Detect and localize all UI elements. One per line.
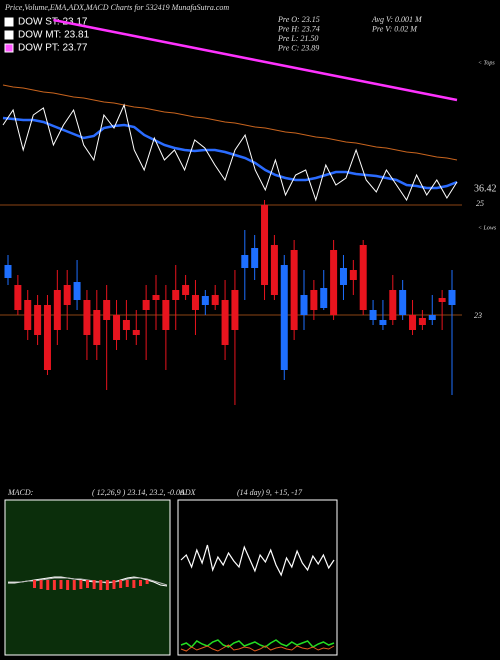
candle-body: [349, 270, 357, 280]
candle-body: [409, 315, 417, 330]
candle-body: [34, 305, 42, 335]
legend-swatch: [4, 17, 14, 27]
legend-swatch: [4, 43, 14, 53]
series-line: [180, 644, 335, 652]
candle-body: [320, 288, 328, 308]
candle-body: [24, 300, 32, 330]
candle-body: [418, 318, 426, 325]
candle-body: [310, 290, 318, 310]
candle-body: [221, 300, 229, 345]
candle-body: [211, 295, 219, 305]
candle-body: [73, 282, 81, 300]
series-line: [2, 103, 458, 202]
candle-body: [113, 315, 121, 340]
candle-body: [330, 250, 338, 315]
candle-body: [389, 290, 397, 320]
histogram-bar: [132, 580, 136, 588]
macd-params: ( 12,26,9 ) 23.14, 23.2, -0.06: [92, 488, 184, 497]
series-line: [2, 116, 458, 190]
histogram-bar: [59, 580, 63, 589]
histogram-bar: [33, 580, 36, 588]
series-line: [180, 639, 335, 649]
candle-body: [191, 295, 199, 310]
histogram-bar: [79, 580, 83, 589]
candle-body: [280, 265, 288, 370]
candle-body: [241, 255, 249, 268]
adx-params: (14 day) 9, +15, -17: [237, 488, 303, 497]
series-line: [2, 84, 458, 161]
candle-body: [201, 296, 209, 305]
level-label: 25: [476, 199, 484, 208]
stat: Pre C: 23.89: [277, 43, 319, 52]
candle-body: [103, 300, 111, 320]
candle-body: [231, 290, 239, 330]
histogram-bar: [86, 580, 89, 588]
series-line: [53, 18, 458, 102]
candle-body: [438, 298, 446, 302]
candle-body: [448, 290, 456, 305]
macd-panel: [4, 499, 171, 656]
candle-body: [152, 295, 160, 300]
candle-body: [270, 245, 278, 295]
legend-text: DOW ST: 23.17: [18, 17, 88, 28]
legend-swatch: [4, 30, 14, 40]
histogram-bar: [72, 580, 76, 590]
series-line: [180, 544, 335, 577]
histogram-bar: [92, 580, 96, 589]
candle-body: [142, 300, 150, 310]
candle-body: [359, 245, 367, 310]
candle-body: [339, 268, 347, 285]
histogram-bar: [105, 580, 109, 590]
candle-body: [162, 300, 170, 330]
histogram-bar: [125, 580, 129, 587]
level-label: 36.42: [474, 183, 497, 194]
adx-panel: [177, 499, 338, 656]
stat: Avg V: 0.001 M: [371, 15, 423, 24]
legend-text: DOW PT: 23.77: [18, 43, 88, 54]
candle-body: [428, 315, 436, 320]
legend-text: DOW MT: 23.81: [18, 30, 90, 41]
histogram-bar: [46, 580, 50, 590]
candle-body: [369, 310, 377, 320]
stat: Pre V: 0.02 M: [371, 24, 418, 33]
candle-body: [300, 295, 308, 315]
candle-body: [53, 290, 61, 330]
histogram-bar: [139, 580, 142, 586]
macd-label: MACD:: [7, 488, 34, 497]
stat: Pre L: 21.50: [277, 34, 318, 43]
candle-body: [4, 265, 12, 278]
histogram-bar: [119, 580, 123, 588]
adx-label: ADX: [179, 488, 197, 497]
candle-body: [122, 320, 130, 330]
stat: Pre O: 23.15: [277, 15, 320, 24]
candle-body: [182, 285, 190, 295]
candle-body: [290, 250, 298, 330]
histogram-bar: [99, 580, 103, 590]
candle-body: [93, 310, 101, 345]
histogram-bar: [145, 580, 149, 584]
histogram-bar: [112, 580, 116, 589]
histogram-bar: [39, 580, 43, 589]
candle-body: [251, 248, 259, 268]
chart-title: Price,Volume,EMA,ADX,MACD Charts for 532…: [4, 3, 229, 12]
histogram-bar: [66, 580, 70, 590]
candle-body: [261, 205, 269, 285]
candle-body: [399, 290, 407, 315]
stat: Pre H: 23.74: [277, 24, 320, 33]
candle-body: [379, 320, 387, 325]
histogram-bar: [52, 580, 56, 590]
tops-label: < Tops: [478, 60, 495, 66]
level-label: 23: [474, 311, 482, 320]
candle-body: [83, 300, 91, 335]
candle-body: [132, 330, 140, 335]
candle-body: [172, 290, 180, 300]
candle-body: [14, 285, 22, 310]
candle-body: [63, 285, 71, 305]
lows-label: < Lows: [478, 225, 497, 231]
candle-body: [43, 305, 51, 370]
